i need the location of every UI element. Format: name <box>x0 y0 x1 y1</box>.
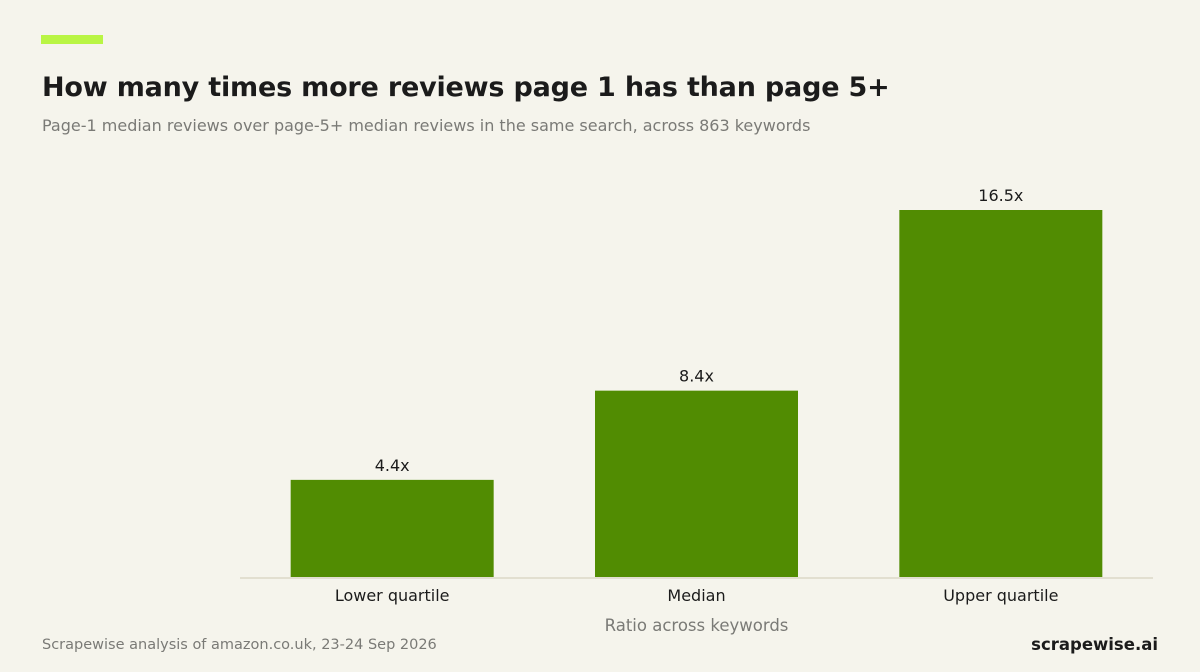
data-label: 4.4x <box>375 456 410 475</box>
bar-lower-quartile <box>290 479 494 578</box>
labels-layer: 4.4x Lower quartile 8.4x Median 16.5x Upper q… <box>335 186 1059 605</box>
accent-bar <box>41 35 103 44</box>
bars-layer <box>290 210 1103 578</box>
category-label: Lower quartile <box>335 586 450 605</box>
footer-brand: scrapewise.ai <box>1031 635 1158 654</box>
chart-subtitle: Page-1 median reviews over page-5+ media… <box>42 116 811 135</box>
data-label: 8.4x <box>679 367 714 386</box>
chart-title: How many times more reviews page 1 has t… <box>42 72 890 103</box>
bar-upper-quartile <box>899 210 1103 578</box>
category-label: Median <box>667 586 725 605</box>
data-label: 16.5x <box>978 186 1023 205</box>
category-label: Upper quartile <box>943 586 1058 605</box>
x-axis-title: Ratio across keywords <box>605 616 789 635</box>
bar-median <box>595 390 798 578</box>
footer-source: Scrapewise analysis of amazon.co.uk, 23-… <box>42 637 437 653</box>
